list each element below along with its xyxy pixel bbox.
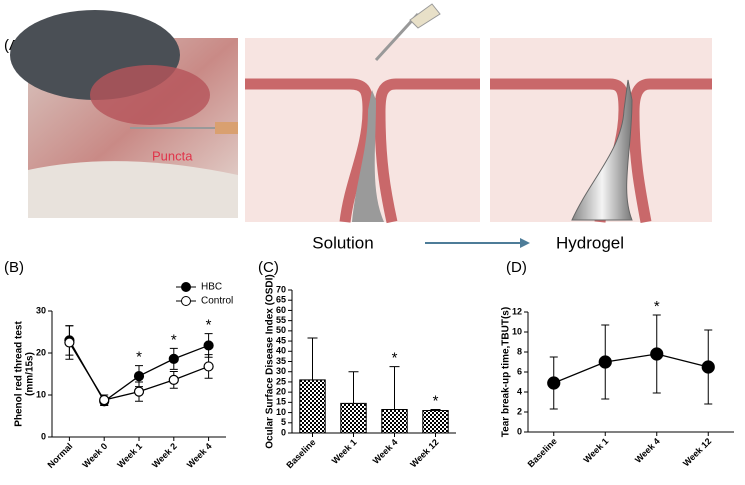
y-tick-label: 10: [512, 326, 522, 336]
legend-label: Control: [201, 296, 233, 307]
point: [133, 386, 145, 397]
photo-label: Puncta: [152, 148, 193, 163]
x-tick-label: Week 4: [371, 437, 400, 466]
point: [133, 371, 145, 382]
y-tick-label: 0: [281, 427, 286, 437]
significance: *: [171, 331, 177, 348]
point: [650, 347, 664, 361]
error-bar: [389, 366, 400, 410]
y-tick-label: 0: [41, 431, 46, 441]
point: [701, 360, 715, 374]
y-tick-label: 40: [276, 346, 286, 356]
legend-label: HBC: [201, 282, 222, 293]
y-tick-label: 12: [512, 306, 522, 316]
point: [547, 376, 561, 390]
eye-photo: [10, 10, 238, 218]
x-tick-label: Week 2: [150, 441, 179, 470]
y-tick-label: 55: [276, 315, 286, 325]
diagram-solution: [245, 3, 480, 224]
point: [598, 355, 612, 369]
y-tick-label: 10: [36, 389, 46, 399]
y-tick-label: 45: [276, 335, 286, 345]
bar: [340, 402, 367, 434]
x-tick-label: Normal: [45, 441, 74, 470]
y-tick-label: 25: [276, 376, 286, 386]
error-bar: [430, 409, 441, 411]
y-tick-label: 10: [276, 407, 286, 417]
bar: [299, 379, 326, 434]
arrow-head: [520, 238, 530, 248]
x-tick-label: Week 1: [115, 441, 144, 470]
error-bar: [348, 371, 359, 404]
x-tick-label: Week 1: [581, 436, 610, 465]
y-tick-label: 20: [36, 347, 46, 357]
point: [168, 353, 179, 364]
y-tick-label: 0: [517, 426, 522, 436]
significance: *: [206, 317, 212, 334]
bar: [422, 410, 449, 434]
y-axis-label: Phenol red thread test: [14, 321, 25, 427]
x-tick-label: Week 4: [185, 441, 214, 470]
point: [99, 394, 110, 406]
y-axis-label: (mm/15s): [25, 352, 36, 396]
point: [64, 337, 75, 348]
y-tick-label: 30: [276, 366, 286, 376]
significance: *: [433, 392, 439, 409]
significance: *: [654, 298, 660, 315]
panel-label: (D): [506, 259, 527, 276]
y-tick-label: 20: [276, 387, 286, 397]
x-tick-label: Week 12: [408, 437, 440, 469]
y-tick-label: 70: [276, 284, 286, 294]
y-tick-label: 8: [517, 346, 522, 356]
panel-label: (B): [4, 259, 24, 276]
legend-marker: [181, 296, 191, 306]
caption: Solution: [312, 233, 373, 252]
x-tick-label: Week 4: [633, 436, 662, 465]
point: [168, 374, 179, 385]
y-axis-label: Tear break-up time,TBUT(s): [501, 307, 512, 437]
panel-label: (C): [258, 259, 279, 276]
y-tick-label: 50: [276, 325, 286, 335]
series-line: [553, 353, 709, 384]
x-tick-label: Week 0: [80, 441, 109, 470]
y-tick-label: 30: [36, 305, 46, 315]
bar: [381, 409, 408, 434]
y-tick-label: 2: [517, 406, 522, 416]
legend-marker: [181, 282, 191, 292]
x-tick-label: Week 1: [330, 437, 359, 466]
significance: *: [136, 349, 142, 366]
x-tick-label: Baseline: [526, 436, 559, 469]
y-tick-label: 4: [517, 386, 522, 396]
point: [203, 361, 214, 372]
x-tick-label: Week 12: [681, 436, 713, 468]
y-tick-label: 6: [517, 366, 522, 376]
y-tick-label: 15: [276, 397, 286, 407]
y-tick-label: 60: [276, 305, 286, 315]
y-axis-label: Ocular Surface Disease Index (OSDI): [265, 274, 276, 449]
y-tick-label: 5: [281, 417, 286, 427]
y-tick-label: 35: [276, 356, 286, 366]
caption: Hydrogel: [556, 233, 624, 252]
significance: *: [392, 350, 398, 367]
point: [203, 340, 214, 351]
y-tick-label: 65: [276, 295, 286, 305]
x-tick-label: Baseline: [284, 437, 317, 470]
diagram-hydrogel: [490, 38, 712, 224]
error-bar: [307, 337, 318, 380]
